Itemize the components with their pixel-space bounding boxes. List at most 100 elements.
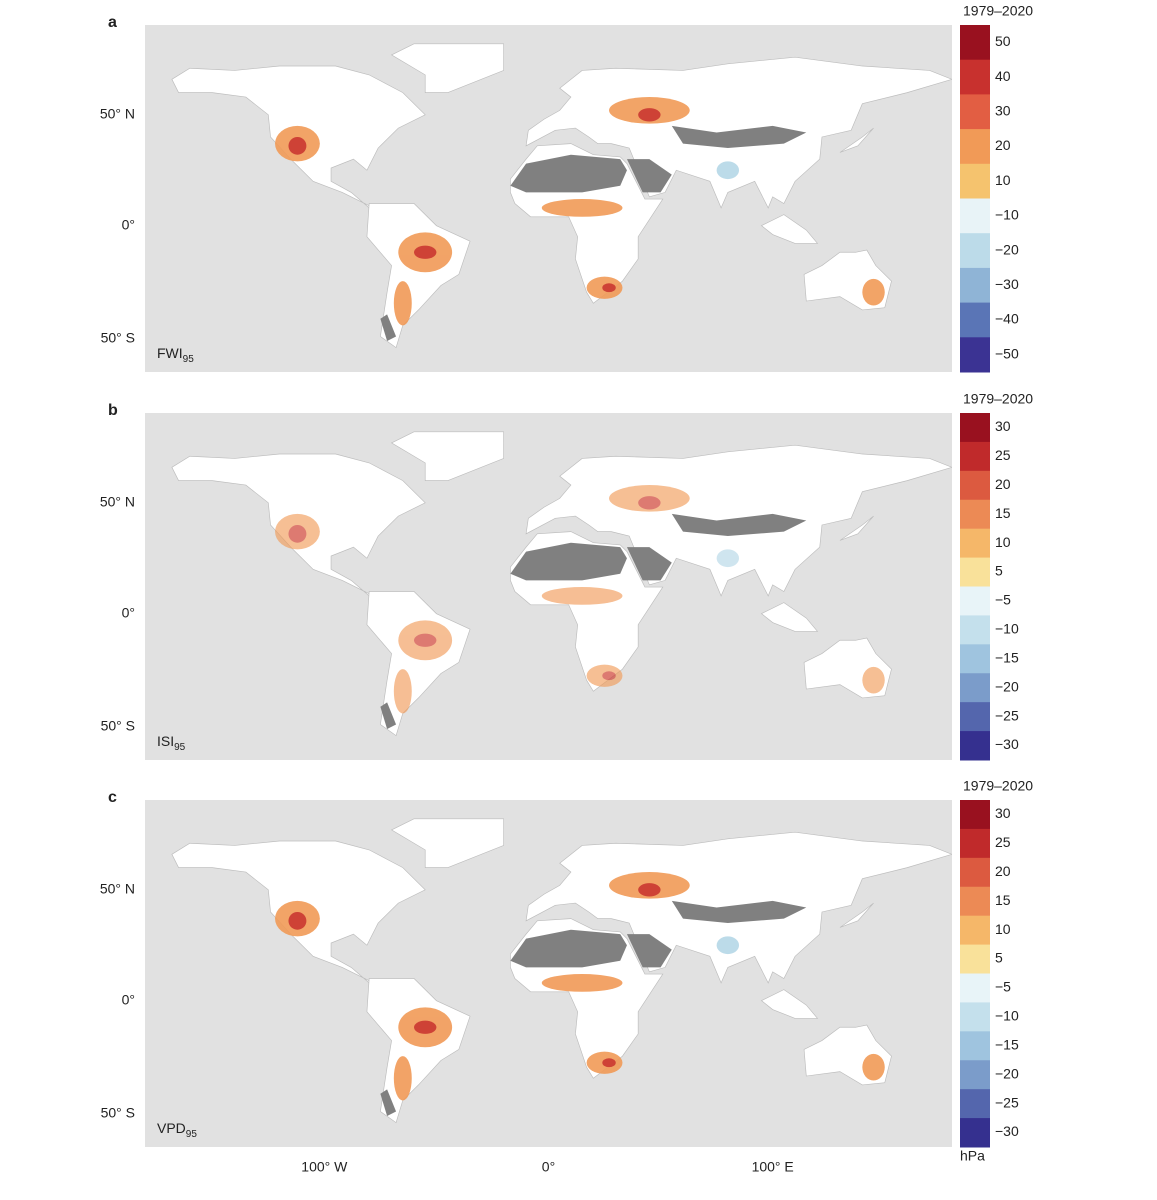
colorbar-period: 1979–2020 <box>963 391 1033 407</box>
colorbar-label: 40 <box>995 68 1011 84</box>
colorbar-segment <box>960 441 990 472</box>
colorbar-label: −20 <box>995 678 1019 694</box>
colorbar-label: −5 <box>995 979 1011 995</box>
colorbar-segment <box>960 413 990 443</box>
colorbar-segment <box>960 1118 990 1148</box>
panel-letter: b <box>108 402 118 419</box>
index-subscript: 95 <box>174 742 186 753</box>
colorbar-segment <box>960 163 990 199</box>
colorbar-segment <box>960 557 990 587</box>
colorbar-label: −30 <box>995 276 1019 292</box>
colorbar-label: 20 <box>995 137 1011 153</box>
colorbar-label: 20 <box>995 863 1011 879</box>
colorbar-label: −20 <box>995 241 1019 257</box>
colorbar-segment <box>960 1031 990 1061</box>
panel-letter: c <box>108 789 117 806</box>
index-subscript: 95 <box>186 1129 198 1140</box>
latitude-label: 50° N <box>100 881 135 897</box>
colorbar-label: 10 <box>995 534 1011 550</box>
colorbar-segment <box>960 886 990 917</box>
index-label: VPD95 <box>157 1120 197 1140</box>
index-name: ISI <box>157 733 174 749</box>
colorbar-segment <box>960 1002 990 1032</box>
colorbar-segment <box>960 944 990 974</box>
latitude-label: 50° S <box>101 1105 135 1121</box>
colorbar-unit: hPa <box>960 1148 985 1164</box>
colorbar-segment <box>960 644 990 674</box>
latitude-label: 50° N <box>100 494 135 510</box>
colorbar-label: −5 <box>995 592 1011 608</box>
latitude-label: 50° S <box>101 718 135 734</box>
colorbar-label: 30 <box>995 102 1011 118</box>
colorbar-label: 25 <box>995 834 1011 850</box>
colorbar-label: −15 <box>995 1036 1019 1052</box>
latitude-label: 50° S <box>101 330 135 346</box>
colorbar-label: 30 <box>995 805 1011 821</box>
colorbar-segment <box>960 673 990 703</box>
colorbar-label: −20 <box>995 1065 1019 1081</box>
colorbar-label: 10 <box>995 921 1011 937</box>
colorbar-label: −30 <box>995 736 1019 752</box>
colorbar-segment <box>960 233 990 269</box>
panel: a 50° N 0° 50° S FWI95 1979–2020 50 40 30 20 10 −10… <box>100 3 1033 373</box>
colorbar-label: 50 <box>995 33 1011 49</box>
colorbar-segment <box>960 1060 990 1090</box>
colorbar-label: −10 <box>995 1008 1019 1024</box>
colorbar-segment <box>960 702 990 732</box>
colorbar-segment <box>960 1089 990 1119</box>
colorbar-segment <box>960 267 990 304</box>
index-label: FWI95 <box>157 345 194 365</box>
colorbar-label: −10 <box>995 621 1019 637</box>
colorbar-label: 30 <box>995 418 1011 434</box>
colorbar-segment <box>960 828 990 859</box>
colorbar-label: −15 <box>995 649 1019 665</box>
colorbar-segment <box>960 94 990 130</box>
panels: a50° N0°50° SFWI951979–20205040302010−10… <box>100 3 1033 1175</box>
index-name: FWI <box>157 345 183 361</box>
panel: c 50° N 0° 50° S VPD95 1979–2020 30 25 20 15 10 5 −5… <box>100 778 1033 1164</box>
panel: b 50° N 0° 50° S ISI95 1979–2020 30 25 20 15 10 5 −5… <box>100 391 1033 761</box>
colorbar-segment <box>960 586 990 616</box>
latitude-label: 0° <box>122 217 135 233</box>
colorbar-segment <box>960 337 990 373</box>
colorbar-segment <box>960 25 990 61</box>
colorbar-label: −50 <box>995 345 1019 361</box>
colorbar-label: −30 <box>995 1123 1019 1139</box>
colorbar-segment <box>960 857 990 888</box>
colorbar-segment <box>960 499 990 530</box>
colorbar-label: 15 <box>995 505 1011 521</box>
colorbar-period: 1979–2020 <box>963 3 1033 19</box>
colorbar-label: 20 <box>995 476 1011 492</box>
index-name: VPD <box>157 1120 186 1136</box>
colorbar-segment <box>960 129 990 165</box>
index-subscript: 95 <box>183 354 195 365</box>
longitude-label: 100° E <box>752 1159 794 1175</box>
colorbar-segment <box>960 302 990 338</box>
colorbar-label: 10 <box>995 172 1011 188</box>
colorbar-segment <box>960 615 990 645</box>
colorbar-label: −25 <box>995 1094 1019 1110</box>
colorbar-label: −25 <box>995 707 1019 723</box>
longitude-label: 100° W <box>301 1159 348 1175</box>
longitude-label: 0° <box>542 1159 555 1175</box>
latitude-label: 0° <box>122 992 135 1008</box>
colorbar-label: −10 <box>995 207 1019 223</box>
colorbar-segment <box>960 731 990 761</box>
colorbar-segment <box>960 198 990 234</box>
colorbar-label: 15 <box>995 892 1011 908</box>
colorbar-label: 25 <box>995 447 1011 463</box>
colorbar-segment <box>960 528 990 559</box>
colorbar-segment <box>960 800 990 830</box>
colorbar-segment <box>960 470 990 501</box>
index-label: ISI95 <box>157 733 186 753</box>
colorbar-label: −40 <box>995 311 1019 327</box>
colorbar-label: 5 <box>995 563 1003 579</box>
colorbar-period: 1979–2020 <box>963 778 1033 794</box>
panel-letter: a <box>108 14 117 31</box>
latitude-label: 0° <box>122 605 135 621</box>
colorbar-segment <box>960 59 990 95</box>
colorbar-segment <box>960 915 990 946</box>
colorbar-label: 5 <box>995 950 1003 966</box>
latitude-label: 50° N <box>100 106 135 122</box>
